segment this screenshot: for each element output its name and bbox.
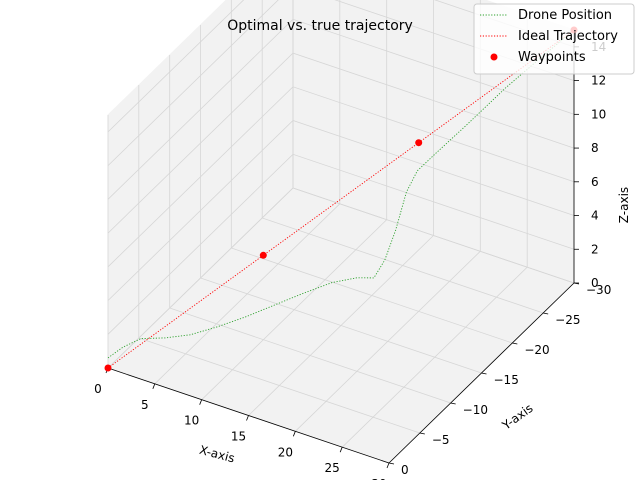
x-tick-mark xyxy=(386,462,390,469)
x-tick-label: 10 xyxy=(184,414,199,428)
chart-title: Optimal vs. true trajectory xyxy=(227,18,413,34)
y-tick-label: −15 xyxy=(494,373,519,387)
waypoint-marker xyxy=(259,251,267,259)
z-grid-line xyxy=(107,52,575,234)
x-tick-mark xyxy=(292,431,296,437)
x-tick-label: 0 xyxy=(94,382,102,396)
x-tick-label: 25 xyxy=(325,461,340,475)
x-tick-label: 15 xyxy=(231,430,246,444)
legend-entry: Waypoints xyxy=(518,50,586,65)
y-tick-mark xyxy=(543,312,549,315)
y-tick-mark xyxy=(481,372,487,375)
z-grid-line xyxy=(107,153,575,335)
y-axis-label: Y-axis xyxy=(499,401,536,433)
z-tick-label: 4 xyxy=(591,209,599,223)
waypoint-marker xyxy=(415,139,423,147)
axis-lines xyxy=(105,30,580,469)
legend-marker-swatch xyxy=(490,53,498,61)
y-tick-mark xyxy=(388,462,395,465)
z-grid-line xyxy=(107,18,575,200)
z-tick-label: 6 xyxy=(591,175,599,189)
waypoint-marker xyxy=(104,364,112,372)
z-tick-label: 0 xyxy=(591,276,599,290)
z-tick-label: 12 xyxy=(591,74,606,88)
y-tick-mark xyxy=(512,342,518,345)
x-tick-mark xyxy=(199,399,203,405)
x-axis-label: X-axis xyxy=(198,443,236,466)
y-tick-label: −25 xyxy=(555,313,580,327)
z-tick-label: 8 xyxy=(591,141,599,155)
legend-entry: Ideal Trajectory xyxy=(518,29,618,44)
y-tick-label: −5 xyxy=(432,433,450,447)
x-tick-label: 20 xyxy=(278,445,293,459)
z-grid-line xyxy=(107,86,575,268)
z-axis-label: Z-axis xyxy=(617,187,631,223)
y-tick-mark xyxy=(450,402,456,405)
x-tick-label: 30 xyxy=(371,477,386,480)
legend: Drone Position Ideal Trajectory Waypoints xyxy=(473,3,635,75)
y-tick-label: −20 xyxy=(524,343,549,357)
z-grid-line xyxy=(107,120,575,301)
z-grid-line xyxy=(107,187,575,369)
y-tick-label: −30 xyxy=(586,283,611,297)
x-tick-label: 5 xyxy=(141,398,149,412)
x-tick-mark xyxy=(339,447,343,453)
series-line xyxy=(107,29,575,359)
x-tick-mark xyxy=(152,383,156,389)
z-tick-label: 10 xyxy=(591,107,606,121)
legend-entry: Drone Position xyxy=(518,8,612,23)
z-tick-label: 2 xyxy=(591,242,599,256)
x-tick-mark xyxy=(246,415,249,421)
series-line xyxy=(107,29,575,369)
y-tick-label: −10 xyxy=(463,403,488,417)
legend-frame xyxy=(473,3,635,75)
y-tick-mark xyxy=(419,432,425,435)
y-tick-label: 0 xyxy=(401,463,409,477)
data-series xyxy=(104,26,578,372)
